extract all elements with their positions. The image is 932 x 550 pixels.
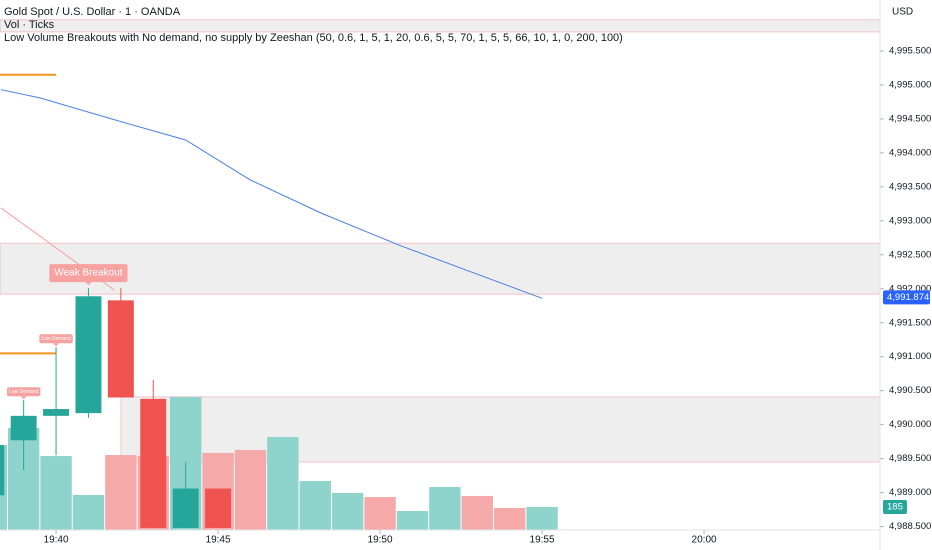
annotation-pointer: [53, 343, 60, 347]
candle-body: [43, 409, 70, 416]
y-tick-label: 4,991.000: [889, 351, 931, 362]
y-tick-label: 4,994.000: [889, 147, 931, 158]
volume-bar: [429, 486, 461, 530]
volume-bar: [299, 481, 331, 530]
volume-legend: Vol · Ticks: [4, 19, 55, 31]
y-tick-label: 4,989.500: [889, 453, 931, 464]
currency-label: USD: [892, 7, 913, 18]
y-tick-label: 4,995.000: [889, 79, 931, 90]
y-tick-label: 4,993.000: [889, 215, 931, 226]
volume-bar: [364, 497, 396, 530]
y-tick-label: 4,994.500: [889, 113, 931, 124]
overlay: Gold Spot / U.S. Dollar · 1 · OANDA Vol …: [4, 6, 913, 44]
volume-bar: [234, 449, 267, 530]
candle-body: [0, 445, 5, 496]
candle-body: [75, 296, 102, 414]
zone: [0, 242, 880, 295]
chart-title: Gold Spot / U.S. Dollar · 1 · OANDA: [4, 6, 181, 18]
annotation-label: Weak Breakout: [54, 268, 122, 279]
y-tick-label: 4,995.500: [889, 45, 931, 56]
volume-bar: [493, 507, 526, 530]
plot-area: Weak Breakout Low Demand Low Demand: [0, 19, 880, 530]
x-tick-label: 19:45: [206, 535, 231, 546]
x-tick-label: 19:55: [530, 535, 555, 546]
annotation-pointer: [85, 282, 92, 286]
y-tick-label: 4,989.000: [889, 487, 931, 498]
y-tick-label: 4,990.500: [889, 385, 931, 396]
y-tick-label: 4,992.500: [889, 249, 931, 260]
volume-bar: [331, 492, 364, 530]
volume-bar: [526, 507, 558, 530]
last-price-box: [883, 290, 930, 305]
x-tick-label: 19:50: [368, 535, 393, 546]
annotation-box: [6, 387, 41, 397]
volume-bar: [396, 510, 429, 530]
volume-bar: [267, 437, 299, 530]
annotation-label: Low Demand: [9, 389, 39, 395]
y-tick-label: 4,988.500: [889, 521, 931, 532]
indicator-line: [0, 89, 543, 299]
candle-body: [172, 488, 199, 528]
volume-bar: [461, 495, 493, 530]
candle-body: [107, 300, 134, 398]
candle-body: [140, 398, 167, 528]
annotation-box: [39, 334, 73, 344]
volume-value-box: [883, 500, 907, 515]
zone: [120, 396, 880, 463]
indicator-legend: Low Volume Breakouts with No demand, no …: [4, 32, 623, 44]
candle-body: [205, 488, 232, 528]
volume-bar: [105, 455, 137, 530]
y-tick-label: 4,990.000: [889, 419, 931, 430]
annotation-label: Low Demand: [41, 336, 71, 342]
y-tick-label: 4,993.500: [889, 181, 931, 192]
annotation-box: [49, 264, 128, 283]
candle-body: [10, 415, 37, 441]
volume-bar: [40, 456, 72, 530]
last-price-label: 4,991.874: [887, 292, 929, 303]
volume-bar: [72, 494, 105, 530]
x-tick-label: 19:40: [44, 535, 69, 546]
annotation-pointer: [20, 396, 27, 400]
x-tick-label: 20:00: [692, 535, 717, 546]
y-tick-label: 4,991.500: [889, 317, 931, 328]
volume-value-label: 185: [887, 502, 903, 513]
zone: [0, 19, 880, 33]
y-tick-label: 4,992.000: [889, 283, 931, 294]
